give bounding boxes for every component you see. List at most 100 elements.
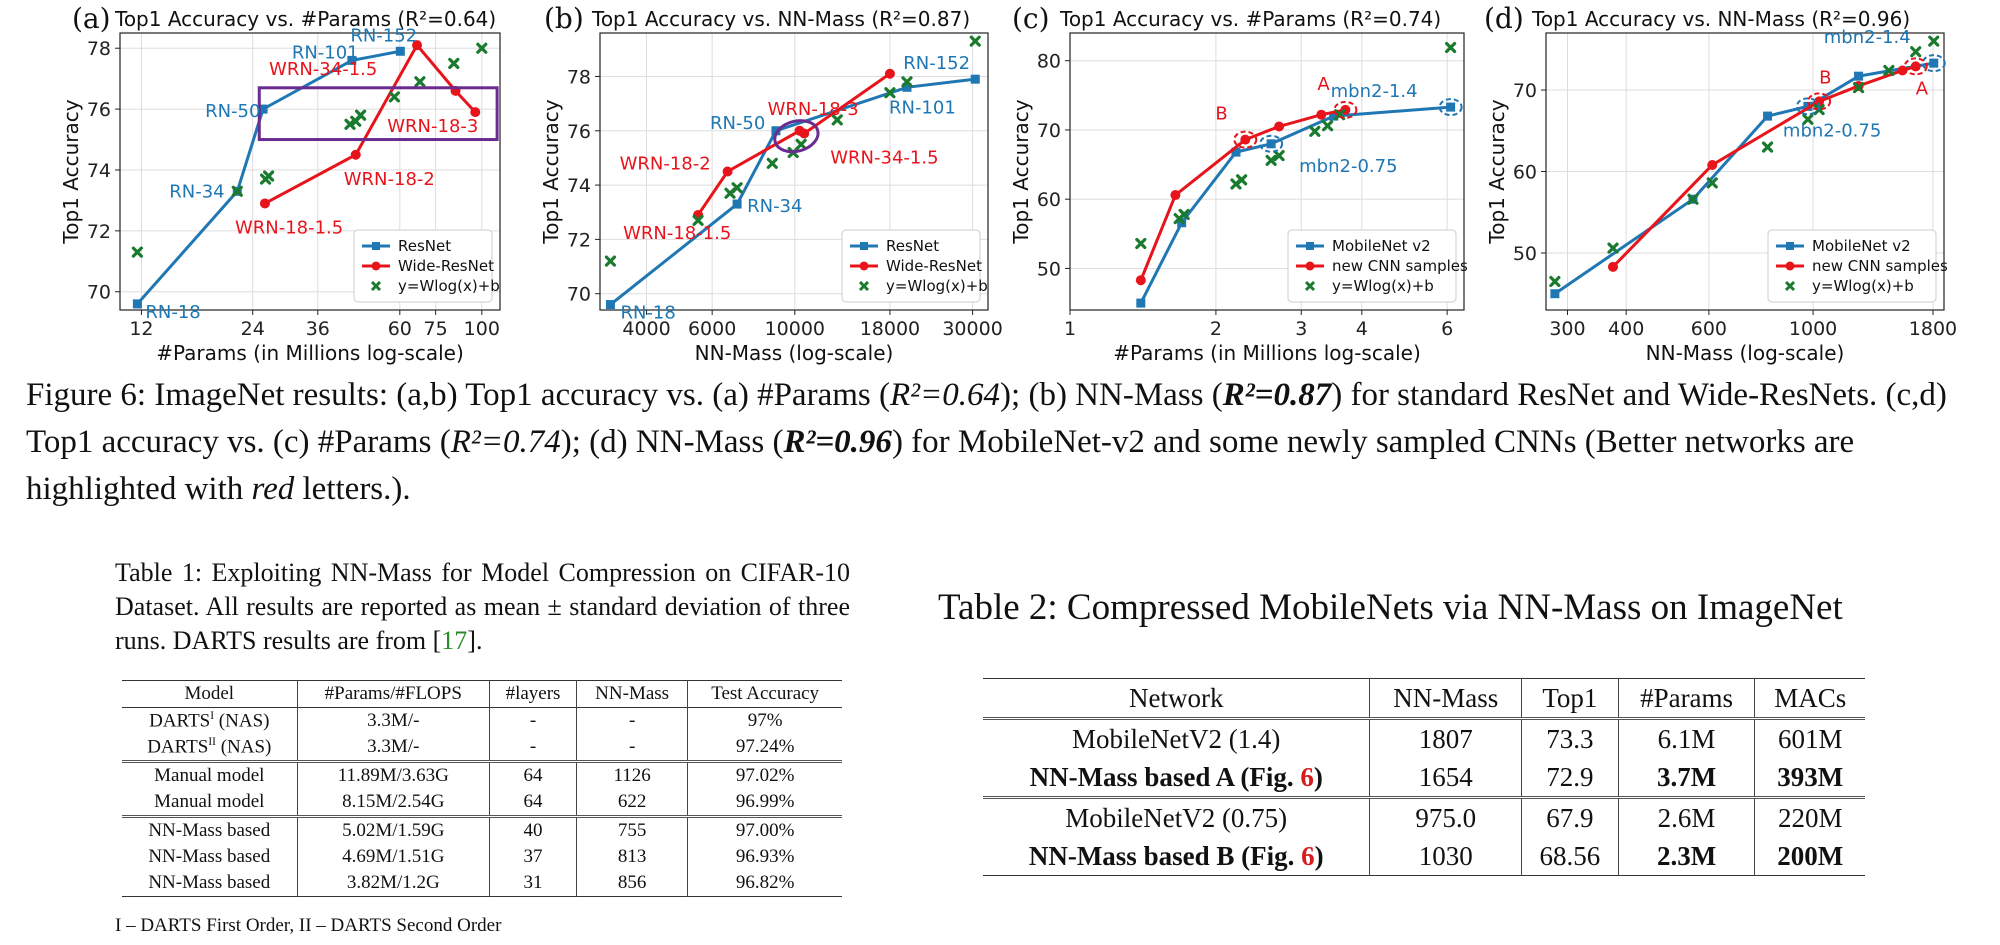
data-point [1236,174,1248,186]
chart-title: Top1 Accuracy vs. NN-Mass (R²=0.96) [1531,7,1910,31]
x-tick-label: 6 [1441,318,1453,340]
y-tick-label: 72 [87,221,111,243]
data-point [388,91,400,103]
x-tick-label: 12 [129,318,153,340]
point-annotation: RN-18 [620,303,675,324]
data-point [231,185,243,197]
data-point [412,40,423,51]
y-tick-label: 70 [1037,120,1061,142]
table-1-caption: Table 1: Exploiting NN-Mass for Model Co… [115,558,850,655]
dashed-highlight [1903,57,1928,76]
citation-link[interactable]: 17 [441,626,468,655]
panel-letter: (d) [1484,2,1524,35]
data-point [831,114,843,126]
y-axis-label: Top1 Accuracy [1009,99,1033,244]
data-point [1802,113,1814,125]
x-tick-label: 1000 [1789,318,1837,340]
point-annotation: RN-152 [903,53,970,74]
cell-nn-mass: 1126 [575,761,688,789]
data-point [1706,177,1718,189]
cell-params: 2.6M [1617,797,1755,837]
point-annotation: RN-50 [710,113,765,134]
x-tick-label: 100 [464,318,500,340]
series-line [696,72,891,216]
cell-layers: 40 [489,816,577,844]
data-point [732,199,742,209]
cell-params: 5.02M/1.59G [296,816,490,844]
cell-network: NN-Mass based B (Fig. 6) [1028,840,1324,871]
cell-macs: 393M [1754,758,1865,798]
legend-box [1767,229,1937,303]
cell-nn-mass: 975.0 [1369,797,1522,837]
table-2-header-row: Network NN-Mass Top1 #Params MACs [983,678,1865,719]
legend-box [1287,229,1457,303]
y-axis-label: Top1 Accuracy [539,99,563,244]
data-point [1240,134,1251,145]
table-row: NN-Mass based B (Fig. 6) 1030 68.56 2.3M 200… [983,837,1865,876]
series-wide-resnet [693,68,895,220]
data-point [1852,81,1865,94]
cell-nn-mass: 622 [575,789,688,817]
point-annotation: WRN-18-1.5 [235,217,343,238]
figure-ref-link[interactable]: 6 [1300,761,1314,792]
series-y-wlog-x-b [1135,41,1457,250]
cell-params: 3.3M/- [296,734,490,762]
chart-title: Top1 Accuracy vs. NN-Mass (R²=0.87) [591,7,970,31]
figure-6-panel-a: (a) Top1 Accuracy vs. #Params (R²=0.64) 12… [59,0,501,365]
point-annotation: B [1819,67,1831,88]
data-point [1231,147,1241,157]
cell-model: NN-Mass based [148,846,271,867]
cell-accuracy: 96.99% [687,789,842,817]
column-header: #Params [1617,678,1755,719]
x-tick-label: 75 [424,318,448,340]
cell-accuracy: 97.02% [687,761,842,789]
y-axis-label: Top1 Accuracy [59,99,83,244]
cell-params: 3.3M/- [296,707,490,734]
column-header: Test Accuracy [687,680,842,708]
cell-nn-mass: 1654 [1369,758,1522,798]
data-point [884,68,895,79]
cell-layers: 64 [489,789,577,817]
cell-nn-mass: - [575,707,688,734]
data-point [1321,120,1334,132]
legend-marker [859,261,869,271]
y-axis-label: Top1 Accuracy [1485,99,1509,244]
data-point [1549,275,1561,288]
point-annotation: RN-34 [747,196,802,217]
legend-marker [371,261,381,271]
plot-frame [599,32,989,311]
cell-nn-mass: 755 [575,816,688,844]
data-point [1329,111,1339,121]
table-row: NN-Mass based 4.69M/1.51G 37 813 96.93% [122,844,842,870]
y-tick-label: 50 [1037,258,1061,280]
figure-ref-link[interactable]: 6 [1301,840,1315,871]
column-header: Model [184,683,235,704]
cell-params: 4.69M/1.51G [296,844,490,870]
data-point [1707,159,1718,170]
x-axis-label: #Params (in Millions log-scale) [156,341,464,365]
x-tick-label: 3 [1295,318,1307,340]
data-point [766,157,778,169]
cell-nn-mass: 1030 [1369,837,1522,876]
highlight-ellipse [773,119,820,154]
data-point [1687,193,1699,205]
series-y-wlog-x-b [604,35,981,267]
legend-marker [858,280,870,292]
series-resnet [605,74,980,310]
data-point [1266,139,1276,149]
legend-marker [1786,242,1794,250]
cell-layers: 37 [489,844,577,870]
point-annotation: RN-50 [205,101,260,122]
legend-label: y=Wlog(x)+b [398,277,500,295]
x-tick-label: 1800 [1909,318,1957,340]
legend-box [841,229,981,303]
legend-marker [372,242,380,250]
legend: ResNet Wide-ResNet y=Wlog(x)+b [353,229,500,303]
legend-label: new CNN samples [1332,257,1468,275]
chart-title: Top1 Accuracy vs. #Params (R²=0.64) [114,7,496,31]
data-point [799,128,810,139]
legend-label: y=Wlog(x)+b [886,277,988,295]
data-point [692,214,704,226]
cell-top1: 73.3 [1521,718,1619,758]
x-tick-label: 600 [1691,318,1727,340]
